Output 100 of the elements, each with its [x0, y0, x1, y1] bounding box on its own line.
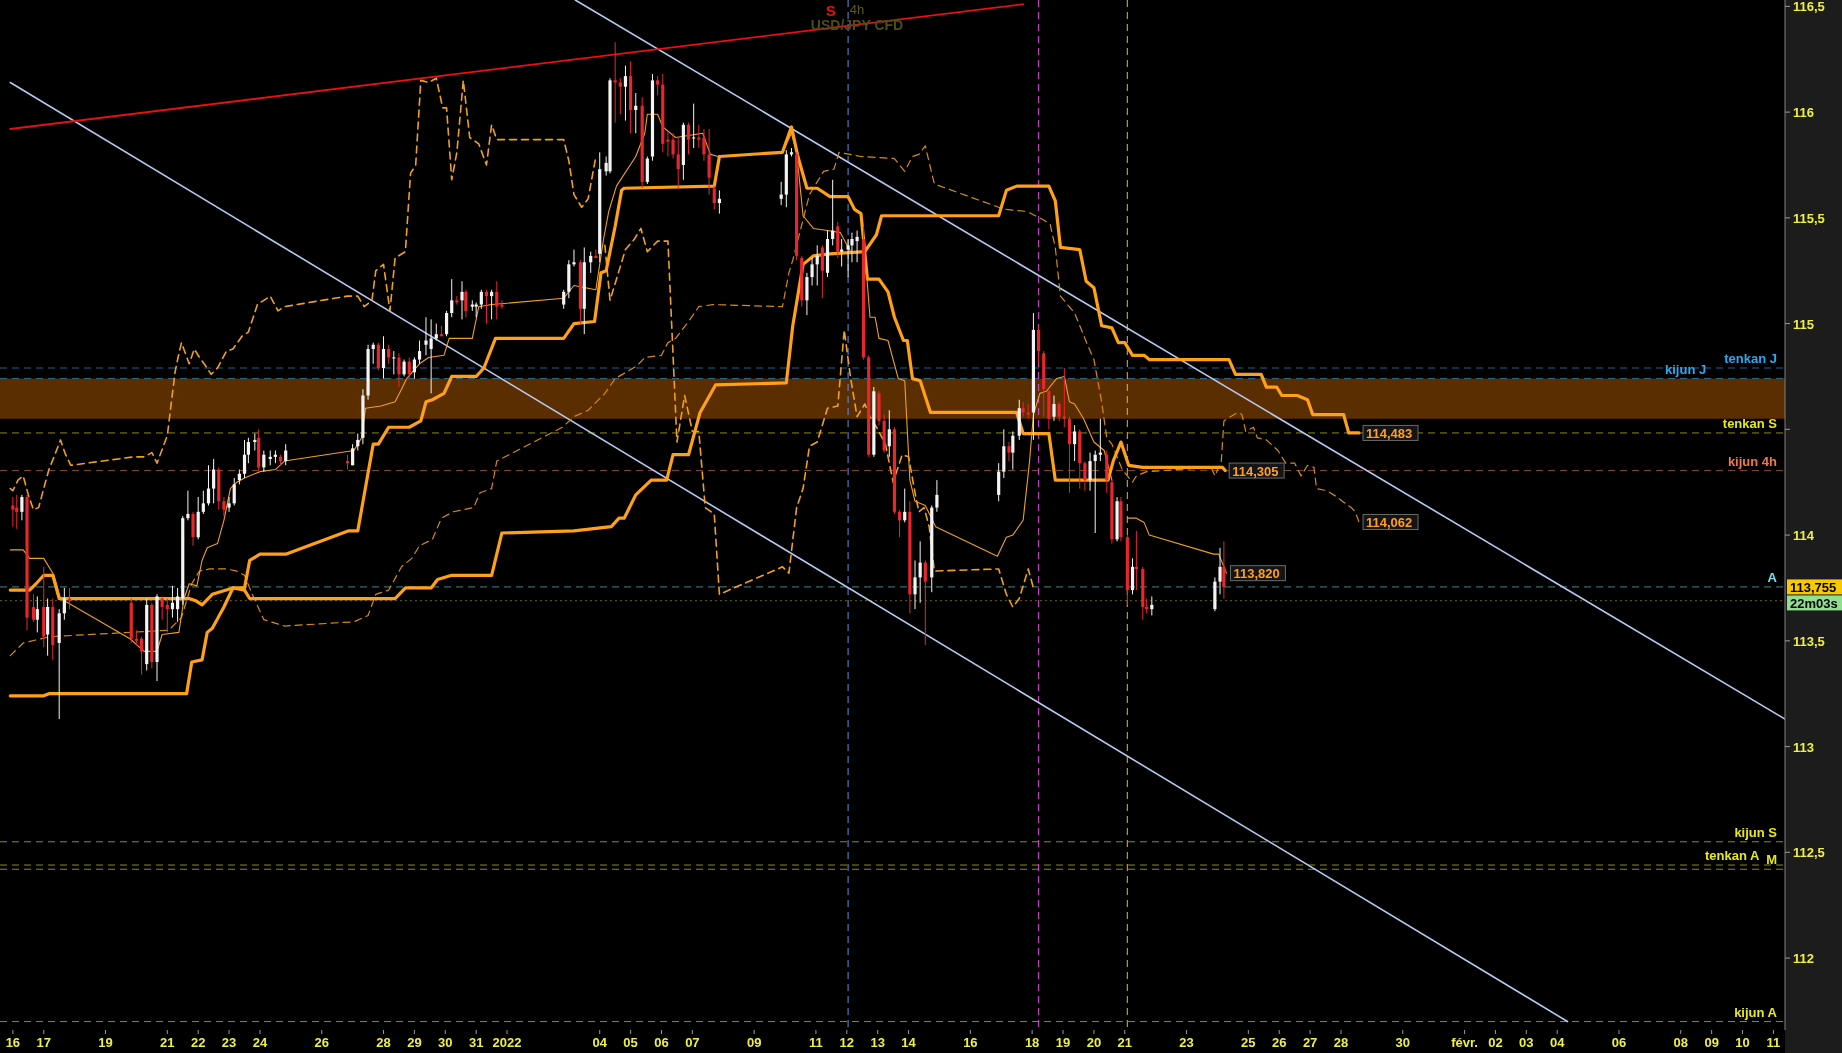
candlestick [686, 122, 691, 155]
candlestick [572, 249, 576, 267]
x-tick-label: 12 [839, 1035, 855, 1050]
annotation: 113,820 [1233, 566, 1280, 582]
x-tick-label: 29 [407, 1035, 422, 1050]
y-tick-label: 115,5 [1793, 210, 1825, 226]
x-tick-label: 04 [592, 1035, 608, 1050]
candlestick [1011, 430, 1015, 471]
candlestick [618, 77, 622, 115]
candlestick [35, 595, 39, 633]
y-tick-label: 115 [1793, 316, 1814, 332]
ref-line-label: kijun S [1734, 824, 1778, 840]
candlestick [20, 494, 24, 521]
candlestick [1222, 540, 1226, 600]
x-tick-label: 26 [1271, 1035, 1287, 1050]
candlestick [1088, 452, 1092, 492]
x-tick-label: 09 [1704, 1035, 1719, 1050]
x-tick-label: févr. [1451, 1035, 1478, 1050]
x-tick-label: 27 [1302, 1035, 1318, 1050]
y-tick-label: 112 [1793, 951, 1814, 967]
candlestick [656, 75, 660, 96]
candlestick [810, 257, 814, 287]
candlestick [212, 458, 216, 504]
candlestick [820, 244, 824, 299]
candlestick [562, 289, 566, 310]
x-tick-label: 09 [746, 1035, 762, 1050]
x-tick-label: 06 [1611, 1035, 1627, 1050]
candlestick [392, 350, 396, 375]
candlestick [31, 593, 36, 623]
candlestick [397, 352, 401, 388]
x-tick-label: 10 [1735, 1035, 1750, 1050]
x-tick-label: 18 [1024, 1035, 1040, 1050]
x-tick-label: 24 [252, 1035, 268, 1050]
text: 113,755 [1790, 579, 1837, 595]
candlestick [381, 335, 386, 380]
x-tick-label: 17 [36, 1035, 51, 1050]
candlestick [242, 439, 247, 479]
x-tick-label: 21 [1117, 1035, 1133, 1050]
y-tick-label: 113,5 [1793, 633, 1825, 649]
y-tick-label: 113 [1793, 739, 1814, 755]
x-tick-label: 21 [160, 1035, 175, 1050]
candlestick [676, 136, 680, 189]
candlestick [222, 496, 226, 517]
candlestick [170, 585, 175, 619]
candlestick [645, 156, 649, 185]
x-tick-label: 30 [1395, 1035, 1411, 1050]
x-tick-label: 19 [98, 1035, 113, 1050]
candlestick [697, 124, 701, 149]
candlestick [417, 340, 422, 365]
candlestick [450, 278, 454, 318]
candlestick [935, 479, 939, 513]
x-tick-label: 16 [963, 1035, 978, 1050]
line-series [9, 145, 1360, 657]
ref-line-label: M [1766, 852, 1777, 868]
candlestick [712, 185, 716, 210]
candlestick [1036, 327, 1041, 365]
candlestick [284, 443, 288, 466]
candlestick [997, 462, 1001, 502]
candlestick [500, 299, 504, 310]
x-tick-label: 05 [623, 1035, 638, 1050]
x-tick-label: 20 [1086, 1035, 1102, 1050]
candlestick [11, 496, 15, 528]
x-tick-label: 25 [1241, 1035, 1256, 1050]
x-tick-label: 03 [1519, 1035, 1534, 1050]
candlestick [429, 318, 433, 394]
x-tick-label: 16 [5, 1035, 21, 1050]
candlestick [232, 477, 236, 506]
candlestick [424, 316, 428, 356]
ref-line-label: tenkan A [1704, 848, 1761, 864]
candlestick [692, 103, 696, 149]
candlestick [1093, 449, 1097, 534]
candlestick [623, 65, 628, 122]
x-tick-label: 26 [314, 1035, 329, 1050]
x-tick-label: 23 [221, 1035, 237, 1050]
x-tick-label: 14 [901, 1035, 917, 1050]
ref-line-label: A [1767, 569, 1778, 585]
candlestick [913, 559, 917, 610]
candlestick [1083, 460, 1087, 492]
candlestick [376, 342, 380, 371]
candlestick [1218, 547, 1222, 595]
ref-line-label: kijun 4h [1727, 453, 1778, 469]
candlestick [887, 409, 891, 458]
candlestick [707, 128, 711, 196]
candlestick [1052, 395, 1056, 422]
candlestick [479, 289, 483, 310]
x-tick-label: 30 [438, 1035, 453, 1050]
x-tick-label: 19 [1055, 1035, 1071, 1050]
y-tick-label: 114 [1793, 528, 1815, 544]
x-tick-label: 23 [1179, 1035, 1194, 1050]
candlestick [1073, 424, 1077, 462]
x-tick-label: 07 [685, 1035, 700, 1050]
x-tick-label: 28 [1333, 1035, 1349, 1050]
candlestick [702, 128, 706, 162]
y-tick-label: 116 [1793, 105, 1814, 121]
x-tick-label: 2022 [492, 1035, 522, 1050]
x-tick-label: 11 [809, 1035, 823, 1050]
candlestick [191, 511, 195, 547]
ref-line-label: kijun J [1665, 361, 1707, 377]
candlestick [923, 559, 927, 646]
candlestick [201, 490, 205, 515]
